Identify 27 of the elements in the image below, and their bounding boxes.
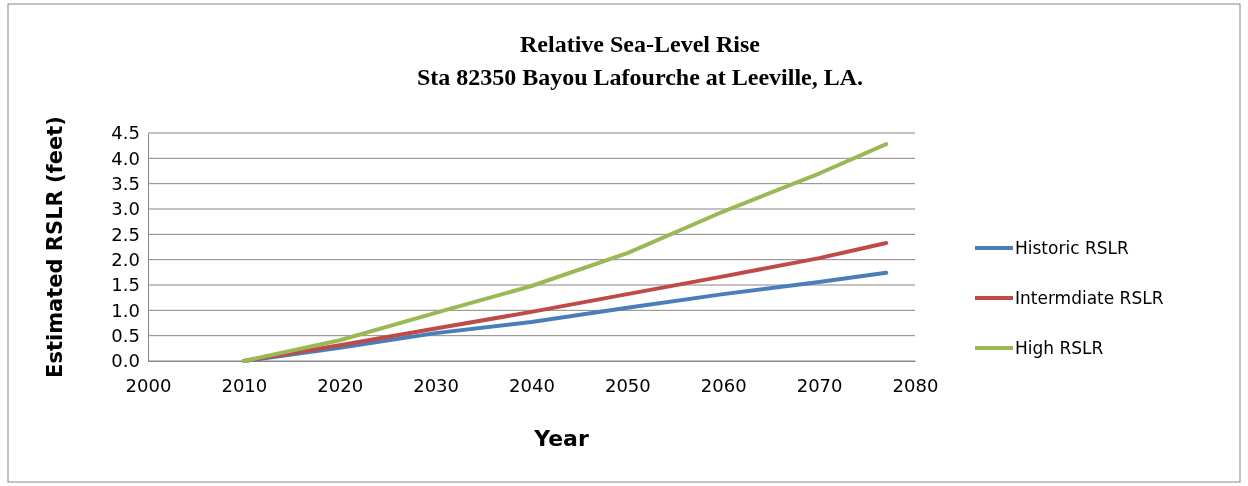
- x-tick-label: 2000: [125, 374, 172, 396]
- y-tick-label: 4.5: [111, 122, 140, 144]
- y-tick-label: 4.0: [111, 147, 140, 169]
- line-series: [241, 142, 889, 363]
- x-tick-label: 2050: [604, 374, 651, 396]
- y-tick-label: 1.0: [111, 299, 140, 321]
- legend-label: High RSLR: [1015, 338, 1104, 358]
- legend-label: Historic RSLR: [1015, 238, 1129, 258]
- y-tick-label: 3.5: [111, 172, 140, 194]
- y-tick-label: 0.0: [111, 350, 140, 372]
- legend-label: Intermdiate RSLR: [1015, 288, 1164, 308]
- x-axis-title: Year: [533, 426, 589, 451]
- y-tick-label: 3.0: [111, 198, 140, 220]
- line-series: [241, 240, 889, 363]
- y-tick-label: 2.5: [111, 223, 140, 245]
- x-tick-label: 2080: [892, 374, 939, 396]
- chart-title: Relative Sea-Level Rise Sta 82350 Bayou Lafourche at Leeville, LA.: [416, 31, 864, 90]
- y-tick-label: 1.5: [111, 274, 140, 296]
- x-tick-label: 2040: [509, 374, 555, 396]
- x-tick-label: 2020: [317, 374, 364, 396]
- y-tick-label: 2.0: [111, 248, 140, 270]
- y-axis-title: Estimated RSLR (feet): [43, 116, 67, 378]
- y-tick-label: 0.5: [111, 324, 140, 346]
- x-tick-label: 2010: [221, 374, 268, 396]
- x-tick-label: 2030: [413, 374, 460, 396]
- x-tick-label: 2060: [700, 374, 747, 396]
- x-tick-label: 2070: [796, 374, 843, 396]
